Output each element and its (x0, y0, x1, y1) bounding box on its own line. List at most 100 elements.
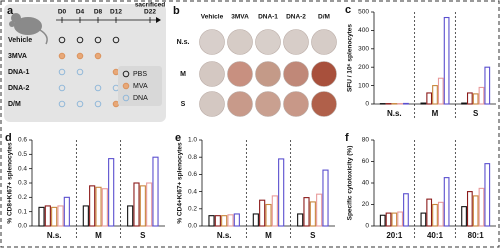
bar (271, 195, 278, 227)
dose-marker (94, 84, 102, 92)
bar (101, 188, 108, 227)
bar (443, 177, 450, 227)
end-label: sacrificed (135, 2, 165, 9)
legend-label: DNA (133, 95, 148, 102)
bar (478, 86, 485, 105)
bar (108, 158, 115, 227)
bar (437, 201, 444, 227)
bar (391, 212, 398, 227)
bar (432, 203, 438, 227)
y-tick-label: 0.0 (18, 223, 27, 230)
bar (466, 191, 473, 227)
bar (303, 197, 310, 227)
well (283, 61, 309, 87)
y-tick-label: 200 (358, 64, 369, 71)
panel-label: e (175, 132, 181, 144)
bar (139, 185, 146, 227)
x-tick-label: N.s. (387, 109, 402, 118)
y-tick-label: 0.6 (18, 137, 27, 144)
dose-marker (58, 100, 66, 108)
y-tick-label: 0.4 (188, 188, 197, 195)
column-label: DNA-2 (286, 14, 306, 21)
well (311, 91, 337, 117)
y-tick-label: 60 (362, 158, 370, 165)
bar (437, 77, 444, 105)
bar (95, 186, 102, 227)
panel-label: c (345, 4, 351, 16)
y-tick-label: 0.1 (18, 208, 27, 215)
y-tick-label: 0 (365, 223, 369, 230)
legend-box (118, 66, 162, 106)
bar (127, 205, 134, 227)
bar (297, 213, 304, 227)
dose-marker (112, 68, 120, 76)
bar (385, 212, 392, 227)
x-tick-label: N.s. (217, 231, 232, 240)
bar (38, 206, 45, 227)
x-tick-label: N.s. (47, 231, 62, 240)
bar (322, 169, 329, 227)
row-label: N.s. (177, 39, 190, 46)
dose-marker (58, 36, 66, 44)
bar (397, 211, 404, 227)
y-tick-label: 0.4 (18, 165, 27, 172)
well (199, 61, 225, 87)
dose-marker (58, 84, 66, 92)
bar (472, 93, 479, 105)
bar (259, 199, 266, 227)
panel-label: a (7, 5, 14, 17)
legend-marker (122, 82, 130, 90)
bar (484, 66, 491, 105)
bar (278, 158, 285, 227)
bar (51, 206, 58, 227)
x-tick-label: S (473, 109, 479, 118)
bar (63, 196, 70, 227)
bar (309, 201, 316, 227)
bar (426, 198, 433, 227)
x-tick-label: 20:1 (386, 231, 403, 240)
legend-label: PBS (133, 71, 147, 78)
bar (461, 102, 467, 105)
dose-marker (58, 68, 66, 76)
x-tick-label: S (140, 231, 146, 240)
bar (443, 16, 450, 105)
timepoint-label: D22 (144, 9, 156, 16)
y-tick-label: 0.6 (188, 171, 197, 178)
timepoint-label: D0 (58, 9, 67, 16)
dose-marker (76, 68, 84, 76)
well (227, 91, 253, 117)
timepoint-label: D4 (76, 9, 85, 16)
dose-marker (94, 100, 102, 108)
y-tick-label: 0.2 (188, 206, 197, 213)
mouse-icon (9, 13, 48, 45)
bar (233, 213, 240, 227)
y-tick-label: 80 (362, 137, 370, 144)
well (199, 29, 225, 55)
x-tick-label: M (95, 231, 102, 240)
group-label: DNA-1 (8, 69, 29, 76)
bar (316, 193, 323, 227)
bar (403, 102, 409, 105)
y-axis-label: % CD4+Ki67+ splenocytes (177, 142, 184, 224)
bar (227, 214, 234, 227)
dose-marker (94, 52, 102, 60)
bar (214, 215, 221, 227)
column-label: Vehicle (201, 14, 224, 21)
y-axis-label: SFU / 10⁶ splenocytes (347, 24, 354, 92)
dose-marker (76, 100, 84, 108)
bar (252, 213, 259, 227)
y-axis-label: Specific cytotoxicity (%) (347, 146, 354, 221)
x-tick-label: M (432, 109, 439, 118)
bar (472, 195, 479, 227)
timepoint-label: D12 (110, 9, 122, 16)
group-label: DNA-2 (8, 85, 29, 92)
legend-label: MVA (133, 83, 148, 90)
y-tick-label: 0.3 (18, 180, 27, 187)
column-label: 3MVA (231, 14, 249, 21)
bar (403, 193, 409, 227)
bar (484, 163, 491, 227)
x-tick-label: 80:1 (468, 231, 485, 240)
legend-marker (122, 70, 130, 78)
bar (133, 182, 140, 227)
